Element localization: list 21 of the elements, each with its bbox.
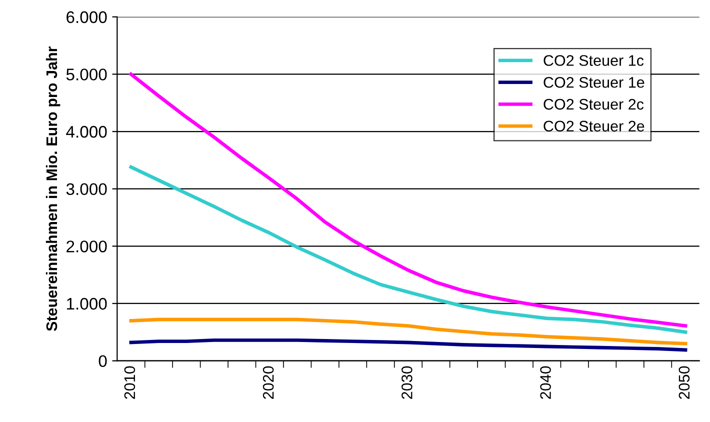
legend-label: CO2 Steuer 2c bbox=[544, 98, 644, 110]
line-series bbox=[129, 318, 688, 346]
y-tick-label: 5.000 bbox=[66, 68, 107, 80]
legend-label: CO2 Steuer 1c bbox=[544, 55, 644, 66]
legend-label: CO2 Steuer 2e bbox=[544, 120, 644, 132]
line-series bbox=[129, 72, 688, 328]
line-series bbox=[129, 165, 688, 334]
y-tick-label: 3.000 bbox=[66, 183, 107, 196]
x-tick-label: 2040 bbox=[540, 366, 551, 399]
y-tick-label: 4.000 bbox=[66, 126, 107, 138]
y-tick-label: 0 bbox=[98, 355, 107, 368]
x-tick-label: 2050 bbox=[678, 366, 690, 399]
x-tick-label: 2010 bbox=[124, 366, 136, 399]
y-axis-title: Steuereinnahmen in Mio. Euro pro Jahr bbox=[46, 46, 60, 332]
line-series bbox=[129, 338, 688, 352]
x-tick-label: 2030 bbox=[402, 366, 412, 399]
y-tick-label: 2.000 bbox=[66, 240, 107, 252]
y-tick-label: 1.000 bbox=[66, 298, 107, 310]
legend-label: CO2 Steuer 1e bbox=[544, 76, 644, 88]
y-tick-label: 6.000 bbox=[66, 11, 107, 24]
x-tick-label: 2020 bbox=[262, 366, 274, 399]
